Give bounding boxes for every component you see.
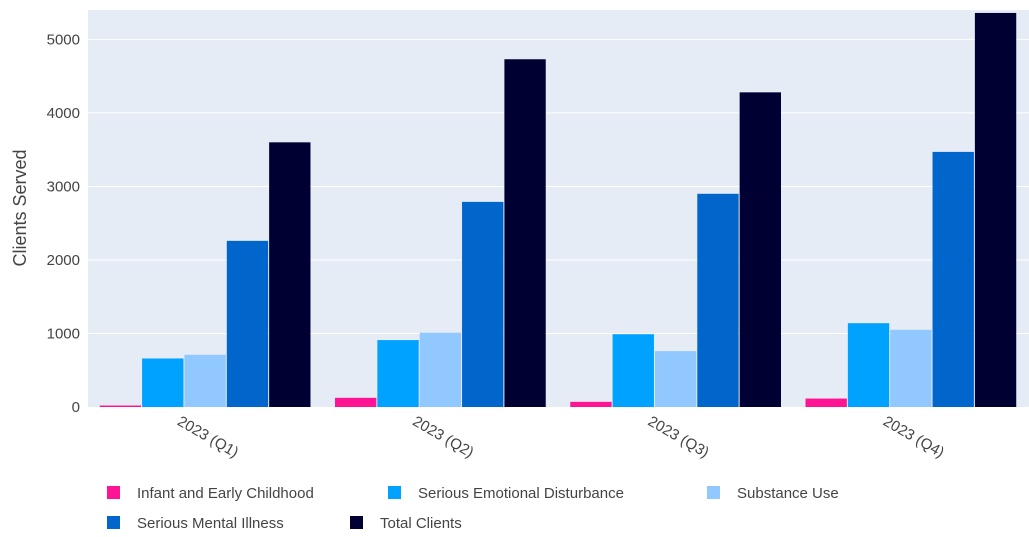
legend: Infant and Early Childhood Serious Emotio… [107, 485, 839, 532]
legend-item[interactable]: Serious Mental Illness [107, 515, 284, 532]
legend-swatch [388, 486, 401, 499]
bar-substance-use-0[interactable] [184, 354, 226, 407]
x-tick-label: 2023 (Q1) [174, 413, 241, 461]
legend-label: Serious Mental Illness [137, 515, 284, 532]
x-tick-label: 2023 (Q4) [880, 413, 947, 461]
y-tick-label: 4000 [47, 105, 80, 122]
bar-serious-mental-illness-1[interactable] [462, 201, 504, 407]
legend-label: Infant and Early Childhood [137, 485, 314, 502]
bar-serious-mental-illness-3[interactable] [932, 151, 974, 407]
legend-item[interactable]: Substance Use [707, 485, 839, 502]
y-tick-label: 1000 [47, 325, 80, 342]
bar-serious-mental-illness-0[interactable] [226, 240, 269, 407]
legend-label: Substance Use [737, 485, 839, 502]
bar-substance-use-1[interactable] [419, 332, 462, 407]
bar-infant-and-early-childhood-1[interactable] [335, 397, 377, 407]
bar-infant-and-early-childhood-0[interactable] [99, 405, 142, 407]
legend-item[interactable]: Serious Emotional Disturbance [388, 485, 624, 502]
x-tick-label: 2023 (Q2) [410, 413, 477, 461]
bar-total-clients-1[interactable] [504, 59, 546, 407]
bar-serious-emotional-disturbance-0[interactable] [142, 358, 184, 407]
legend-swatch [707, 486, 720, 499]
y-tick-label: 3000 [47, 178, 80, 195]
legend-label: Serious Emotional Disturbance [418, 485, 624, 502]
legend-swatch [107, 486, 120, 499]
bar-total-clients-3[interactable] [974, 12, 1017, 408]
bar-substance-use-3[interactable] [890, 329, 932, 407]
bar-total-clients-2[interactable] [739, 92, 781, 407]
bar-serious-emotional-disturbance-3[interactable] [847, 323, 890, 407]
x-tick-label: 2023 (Q3) [645, 413, 712, 461]
bar-total-clients-0[interactable] [269, 142, 311, 408]
bar-serious-emotional-disturbance-2[interactable] [612, 334, 654, 407]
legend-item[interactable]: Total Clients [350, 515, 462, 532]
bar-infant-and-early-childhood-3[interactable] [805, 398, 847, 407]
bars [99, 12, 1017, 408]
y-axis-ticks: 0 1000 2000 3000 4000 5000 [47, 31, 80, 416]
legend-swatch [107, 516, 120, 529]
legend-swatch [350, 516, 363, 529]
bar-serious-emotional-disturbance-1[interactable] [377, 340, 419, 407]
y-tick-label: 0 [72, 399, 80, 416]
bar-infant-and-early-childhood-2[interactable] [570, 401, 612, 407]
x-axis-ticks: 2023 (Q1) 2023 (Q2) 2023 (Q3) 2023 (Q4) [174, 413, 947, 461]
bar-serious-mental-illness-2[interactable] [697, 193, 739, 407]
legend-label: Total Clients [380, 515, 462, 532]
y-tick-label: 2000 [47, 252, 80, 269]
bar-substance-use-2[interactable] [654, 351, 697, 407]
y-tick-label: 5000 [47, 31, 80, 48]
legend-item[interactable]: Infant and Early Childhood [107, 485, 314, 502]
y-axis-title: Clients Served [10, 149, 30, 266]
